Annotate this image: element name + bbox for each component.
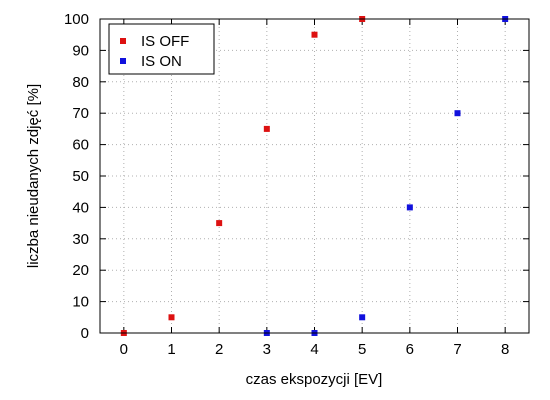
legend-marker bbox=[120, 38, 126, 44]
x-tick-label: 8 bbox=[501, 341, 509, 358]
legend: IS OFF IS ON bbox=[108, 23, 215, 75]
y-tick-label: 70 bbox=[72, 105, 89, 122]
x-tick-label: 1 bbox=[167, 341, 175, 358]
legend-box bbox=[108, 23, 215, 75]
x-tick-label: 2 bbox=[215, 341, 223, 358]
y-tick-label: 30 bbox=[72, 231, 89, 248]
x-tick-label: 5 bbox=[358, 341, 366, 358]
y-tick-label: 80 bbox=[72, 74, 89, 91]
x-tick-label: 7 bbox=[453, 341, 461, 358]
y-tick-label: 20 bbox=[72, 262, 89, 279]
y-tick-label: 100 bbox=[64, 11, 89, 28]
x-tick-label: 6 bbox=[406, 341, 414, 358]
plot-frame bbox=[99, 18, 530, 334]
y-tick-label: 10 bbox=[72, 294, 89, 311]
x-tick-label: 3 bbox=[263, 341, 271, 358]
data-point bbox=[263, 125, 270, 132]
legend-marker bbox=[120, 58, 126, 64]
x-tick-label: 4 bbox=[310, 341, 318, 358]
y-tick-label: 0 bbox=[81, 325, 89, 342]
y-tick-label: 90 bbox=[72, 42, 89, 59]
data-point bbox=[168, 314, 175, 321]
data-point bbox=[216, 220, 223, 227]
data-point bbox=[359, 314, 366, 321]
y-tick-label: 60 bbox=[72, 137, 89, 154]
legend-label: IS ON bbox=[141, 53, 182, 70]
data-point bbox=[311, 31, 318, 38]
legend-label: IS OFF bbox=[141, 33, 189, 50]
y-tick-label: 40 bbox=[72, 199, 89, 216]
x-tick-labels: 0 1 2 3 4 5 6 7 8 bbox=[120, 341, 510, 358]
data-point bbox=[406, 204, 413, 211]
y-tick-label: 50 bbox=[72, 168, 89, 185]
data-point bbox=[454, 110, 461, 117]
x-tick-label: 0 bbox=[120, 341, 128, 358]
y-axis-label: liczba nieudanych zdjęć [%] bbox=[25, 84, 42, 268]
x-axis-label: czas ekspozycji [EV] bbox=[246, 371, 383, 388]
y-tick-labels: 0 10 20 30 40 50 60 70 80 90 100 bbox=[64, 11, 89, 342]
